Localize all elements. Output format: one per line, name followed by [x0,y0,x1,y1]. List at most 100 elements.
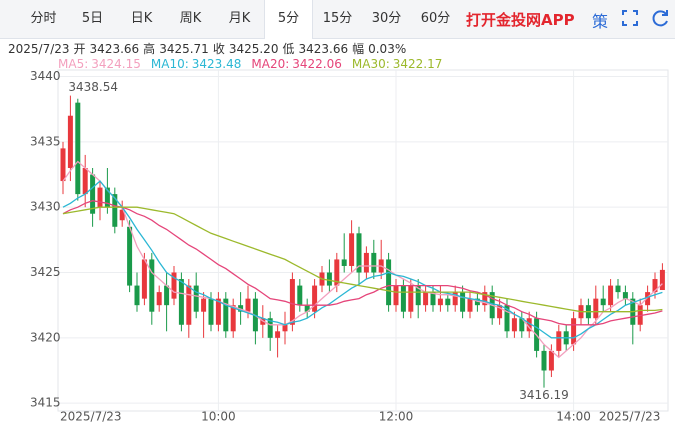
candle-body [371,252,377,273]
candle-body [630,298,636,325]
tab[interactable]: 分时 [30,10,57,26]
x-tick-label: 14:00 [556,410,591,424]
candle-body [334,259,340,286]
y-tick-label: 3425 [30,265,61,279]
candle-body [260,318,266,325]
candle-body [149,259,155,312]
candle-body [541,350,547,371]
candle-body [386,259,392,306]
candle-body [511,318,517,332]
tab[interactable]: 5分 [264,0,313,39]
candle-body [608,285,614,306]
candle-body [141,259,147,299]
candle-body [127,226,133,286]
info-value: 0.03% [368,42,407,56]
candle-body [208,298,214,325]
info-value: 3423.66 [89,42,140,56]
candle-body [600,298,606,306]
y-tick-label: 3440 [30,69,61,83]
tab[interactable]: 月K [228,10,251,26]
candle-body [75,102,81,195]
candle-body [297,285,303,306]
legend-name: MA5: [58,57,89,71]
info-label: 低 [282,42,295,56]
candle-body [645,292,651,306]
candle-body [356,233,362,273]
candle-body [637,305,643,325]
candle-body [585,305,591,319]
strategy-button[interactable]: 策 [592,12,609,31]
candle-body [245,298,251,312]
candle-body [519,318,525,332]
candle-body [90,174,96,214]
info-value: 3423.66 [298,42,349,56]
ma-line [62,206,663,313]
candle-body [622,292,628,299]
toolbar-icons [622,10,668,27]
candle-body [504,305,510,332]
candle-body [289,279,295,325]
candle-body [193,285,199,312]
legend-item: MA10: 3423.48 [151,57,242,71]
legend-name: MA10: [150,57,189,71]
legend-item: MA30: 3422.17 [352,57,443,71]
candle-body [489,292,495,319]
candle-body [230,305,236,332]
candle-body [526,318,532,332]
candle-body [408,285,414,312]
candle-body [467,298,473,312]
tab[interactable]: 15分 [322,10,353,26]
info-value: 3425.71 [159,42,209,56]
tab[interactable]: 5日 [81,10,104,26]
candle-body [430,292,436,306]
legend-value: 3422.17 [392,57,443,71]
fullscreen-icon[interactable] [622,10,638,26]
candle-body [349,233,355,266]
promo-link[interactable]: 打开金投网APP [466,11,575,29]
candle-body [60,148,66,182]
info-label: 开 [73,42,86,56]
candle-body [363,252,369,273]
candle-body [563,331,569,345]
candle-body [215,298,221,325]
legend-value: 3422.06 [292,57,342,71]
candle-body [238,305,244,312]
candle-body [415,285,421,306]
candle-body [164,285,170,306]
candle-body [67,115,73,168]
max-label: 3438.54 [68,80,118,94]
ma-line [62,160,663,359]
x-tick-label: 12:00 [379,410,414,424]
candle-body [171,272,177,299]
y-tick-label: 3415 [30,396,61,410]
candle-body [82,167,88,195]
legend-name: MA20: [251,57,290,71]
legend-value: 3424.15 [91,57,141,71]
x-tick-label: 2025/7/23 [60,410,122,424]
tab[interactable]: 60分 [420,10,451,26]
tab[interactable]: 日K [130,10,153,26]
candle-body [593,298,599,319]
candle-body [97,187,103,208]
ma-line [62,180,663,339]
y-tick-label: 3420 [30,330,61,344]
ohlc-info: 2025/7/23 开 3423.66 高 3425.71 收 3425.20 低 3423.6… [8,40,410,57]
candle-body [393,285,399,306]
candle-body [534,318,540,351]
candle-body [104,187,110,208]
tab[interactable]: 周K [179,10,202,26]
candle-body [659,269,665,291]
info-value: 3425.20 [228,42,279,56]
candle-body [119,209,125,221]
info-label: 高 [143,42,156,56]
tab-list: 分时 5日 日K 周K 月K 5分 15分 30分 60分 [19,0,460,39]
candle-body [201,298,207,312]
tab[interactable]: 30分 [371,10,402,26]
legend-name: MA30: [351,57,390,71]
candle-body [304,305,310,312]
ma-legend: MA5: 3424.15 MA10: 3423.48 MA20: 3422.06 MA30:… [58,57,452,71]
refresh-icon[interactable] [652,10,668,27]
candle-body [178,279,184,325]
legend-item: MA5: 3424.15 [58,57,141,71]
candle-body [497,305,503,319]
